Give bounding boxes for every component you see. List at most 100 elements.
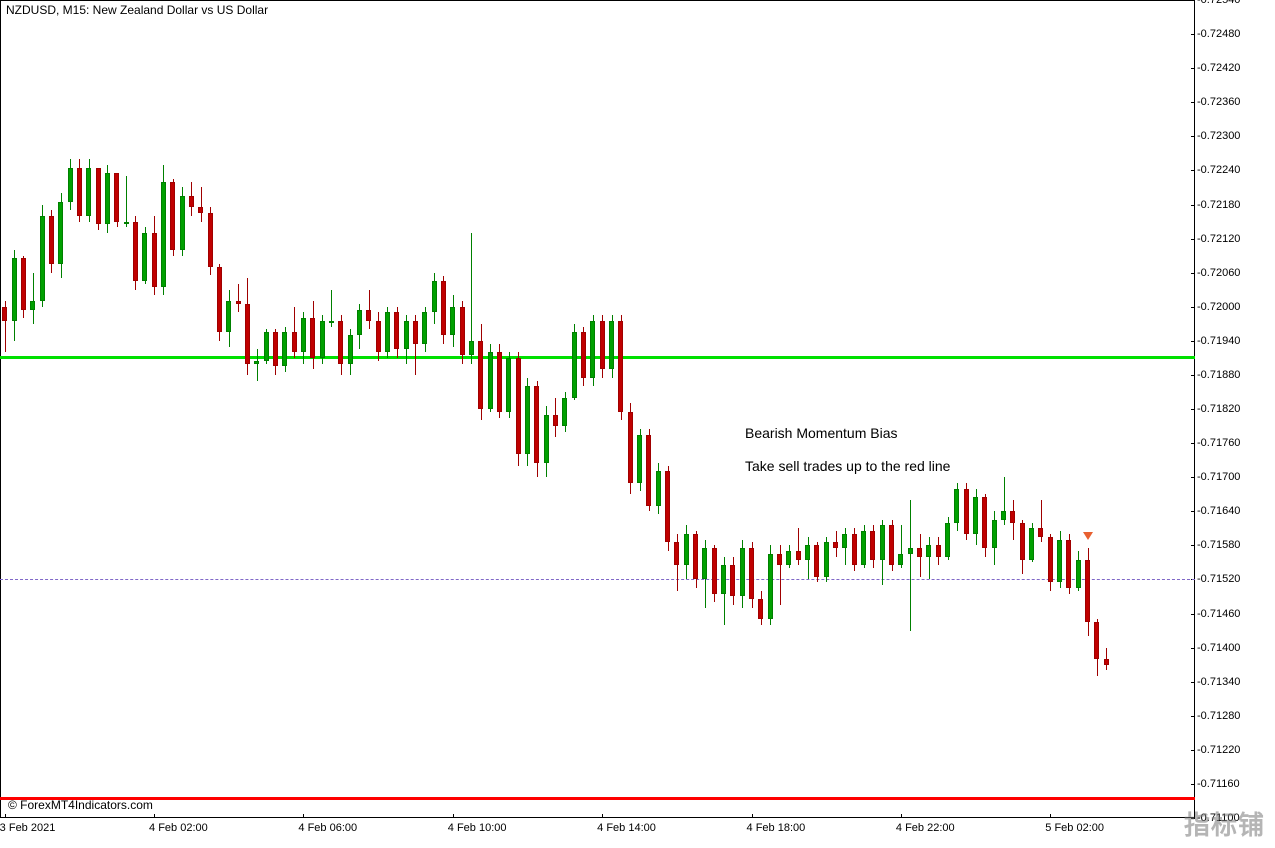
candle-body: [254, 361, 259, 364]
candle-body: [208, 213, 213, 267]
candle-body: [301, 318, 306, 352]
candle-body: [1048, 537, 1053, 582]
candle-wick: [798, 528, 799, 565]
candle-body: [534, 386, 539, 463]
y-tick-label: -0.72060: [1197, 267, 1240, 279]
candle-body: [1076, 560, 1081, 588]
candle-body: [432, 281, 437, 312]
candle-body: [926, 545, 931, 556]
y-tick-label: -0.72420: [1197, 62, 1240, 74]
horizontal-line: [0, 356, 1195, 359]
candle-body: [422, 312, 427, 343]
y-tick-label: -0.72480: [1197, 28, 1240, 40]
candle-body: [562, 398, 567, 426]
candle-body: [198, 207, 203, 213]
candle-body: [525, 386, 530, 454]
y-tick-label: -0.71400: [1197, 642, 1240, 654]
candle-body: [1066, 540, 1071, 588]
x-tick-label: 5 Feb 02:00: [1045, 822, 1104, 834]
candle-body: [852, 534, 857, 565]
candle-body: [1001, 511, 1006, 520]
candle-body: [898, 554, 903, 565]
candle-body: [600, 321, 605, 369]
candle-body: [964, 489, 969, 534]
y-tick-label: -0.71460: [1197, 608, 1240, 620]
candle-body: [693, 534, 698, 579]
candle-body: [478, 341, 483, 409]
candle-body: [40, 216, 45, 301]
candle-body: [712, 548, 717, 593]
candle-body: [1029, 528, 1034, 559]
y-tick-label: -0.72540: [1197, 0, 1240, 6]
y-tick-label: -0.72120: [1197, 233, 1240, 245]
candle-body: [833, 542, 838, 548]
candle-body: [180, 196, 185, 250]
y-tick-label: -0.72180: [1197, 199, 1240, 211]
candle-body: [30, 301, 35, 310]
candle-wick: [910, 500, 911, 631]
y-tick-label: -0.72240: [1197, 164, 1240, 176]
x-tick-label: 3 Feb 2021: [0, 822, 55, 834]
candle-body: [469, 341, 474, 355]
candle-wick: [201, 187, 202, 221]
candle-body: [936, 545, 941, 556]
candle-body: [310, 318, 315, 358]
candle-body: [721, 565, 726, 593]
y-tick-label: -0.71160: [1197, 778, 1240, 790]
candle-body: [86, 168, 91, 216]
candle-body: [572, 332, 577, 397]
watermark: 指标铺: [1184, 805, 1265, 842]
candle-body: [161, 182, 166, 287]
candle-body: [628, 412, 633, 483]
chart-title: NZDUSD, M15: New Zealand Dollar vs US Do…: [6, 3, 268, 17]
x-tick-label: 4 Feb 22:00: [896, 822, 955, 834]
x-tick-label: 4 Feb 18:00: [747, 822, 806, 834]
candle-body: [656, 471, 661, 505]
candle-body: [404, 321, 409, 349]
plot-area[interactable]: [0, 0, 1195, 818]
candle-body: [189, 196, 194, 207]
candle-body: [366, 310, 371, 321]
y-tick-label: -0.71580: [1197, 539, 1240, 551]
candle-body: [506, 358, 511, 412]
candle-body: [544, 415, 549, 463]
y-tick-label: -0.71940: [1197, 335, 1240, 347]
y-tick-label: -0.71220: [1197, 744, 1240, 756]
candle-body: [637, 435, 642, 483]
candle-body: [665, 471, 670, 542]
candle-body: [338, 321, 343, 364]
candle-body: [245, 304, 250, 364]
candle-body: [292, 332, 297, 352]
candle-body: [124, 222, 129, 224]
candle-body: [982, 497, 987, 548]
candle-wick: [238, 284, 239, 312]
candle-body: [460, 307, 465, 355]
candle-body: [348, 335, 353, 363]
y-tick-label: -0.71340: [1197, 676, 1240, 688]
candle-body: [777, 554, 782, 565]
x-tick-label: 4 Feb 14:00: [597, 822, 656, 834]
candle-body: [12, 258, 17, 320]
candle-body: [2, 307, 7, 321]
candle-body: [142, 233, 147, 281]
candle-body: [908, 548, 913, 554]
candle-body: [357, 310, 362, 336]
candle-body: [861, 531, 866, 565]
y-tick-label: -0.71700: [1197, 471, 1240, 483]
candle-body: [394, 312, 399, 349]
candle-body: [441, 281, 446, 335]
candle-body: [77, 168, 82, 216]
candle-body: [842, 534, 847, 548]
candle-body: [945, 523, 950, 557]
candle-body: [226, 301, 231, 332]
candle-body: [450, 307, 455, 335]
x-tick-label: 4 Feb 02:00: [149, 822, 208, 834]
candle-body: [68, 168, 73, 202]
candle-body: [58, 202, 63, 264]
candle-body: [273, 332, 278, 366]
candle-body: [516, 358, 521, 455]
candle-body: [824, 542, 829, 576]
candle-body: [376, 321, 381, 352]
candle-wick: [33, 273, 34, 324]
candle-body: [814, 545, 819, 576]
